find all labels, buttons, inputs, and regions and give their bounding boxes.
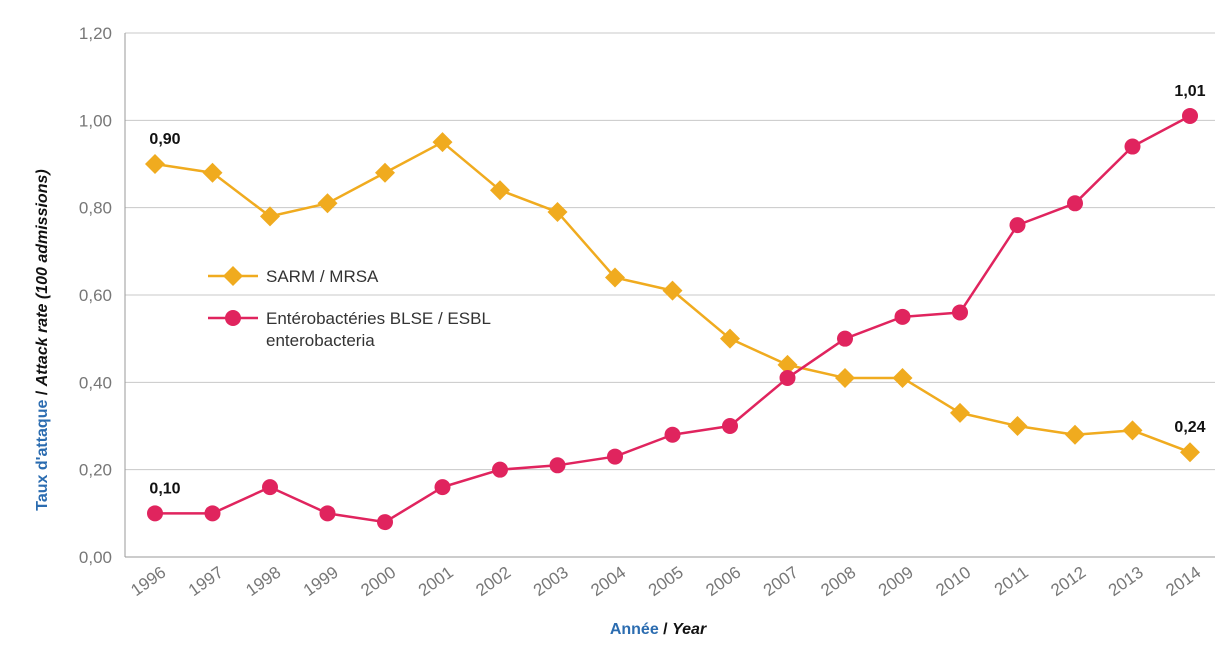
data-point-diamond (547, 202, 568, 223)
x-axis-ticks: 1996 1997 1998 1999 2000 2001 2002 2003 2004 2005… (127, 563, 1204, 600)
legend-marker-esbl (225, 310, 241, 326)
data-point-circle (722, 418, 738, 434)
data-point-diamond (260, 206, 280, 227)
data-point-circle (434, 479, 451, 496)
y-tick-label: 1,00 (79, 111, 112, 130)
data-labels: 0,90 0,24 0,10 1,01 (149, 83, 1205, 497)
x-tick-label: 2009 (875, 563, 917, 600)
x-tick-label: 2014 (1162, 563, 1204, 600)
legend-marker-mrsa (223, 266, 243, 286)
series-markers (145, 107, 1200, 531)
data-point-diamond (1065, 424, 1085, 445)
data-point-diamond (835, 367, 855, 388)
y-tick-label: 1,20 (79, 24, 112, 43)
x-tick-label: 2008 (817, 563, 859, 600)
data-point-circle (549, 457, 566, 474)
data-point-diamond (720, 328, 740, 349)
y-tick-label: 0,20 (79, 461, 112, 480)
y-tick-label: 0,00 (79, 548, 112, 567)
legend-label-esbl-line2: enterobacteria (266, 331, 375, 350)
x-tick-label: 2004 (587, 563, 629, 600)
data-point-circle (894, 308, 911, 325)
data-point-circle (952, 304, 968, 321)
y-tick-label: 0,80 (79, 199, 112, 218)
data-label: 0,10 (149, 480, 180, 497)
data-point-circle (1009, 217, 1026, 234)
data-point-circle (1124, 138, 1141, 155)
x-tick-label: 2003 (530, 563, 572, 600)
y-axis-ticks: 0,00 0,20 0,40 0,60 0,80 1,00 1,20 (79, 24, 112, 567)
data-point-diamond (892, 367, 913, 388)
data-point-diamond (375, 162, 395, 183)
data-point-diamond (202, 162, 223, 183)
data-point-circle (147, 505, 163, 522)
x-axis-title-en: Year (672, 621, 707, 638)
x-tick-label: 2000 (357, 563, 399, 600)
data-point-circle (492, 461, 508, 478)
data-point-diamond (432, 132, 453, 153)
x-tick-label: 2006 (702, 563, 744, 600)
data-point-diamond (1122, 420, 1143, 441)
data-label: 0,90 (149, 131, 180, 148)
x-tick-label: 2010 (932, 563, 974, 600)
data-point-circle (607, 448, 623, 465)
data-point-circle (377, 514, 393, 531)
data-point-diamond (605, 267, 625, 288)
legend-label-mrsa: SARM / MRSA (266, 267, 379, 286)
data-point-diamond (145, 154, 165, 174)
data-point-circle (262, 479, 278, 496)
x-axis-title: Année / Year (610, 621, 707, 638)
data-label: 0,24 (1174, 419, 1205, 436)
x-tick-label: 2002 (472, 563, 514, 600)
data-point-diamond (490, 180, 510, 201)
x-tick-label: 2005 (645, 563, 687, 600)
data-point-diamond (950, 402, 970, 423)
y-axis-title-en: Attack rate (100 admissions) (34, 169, 51, 387)
data-point-diamond (777, 354, 798, 375)
x-axis-title-sep: / (659, 621, 672, 638)
data-point-circle (204, 505, 221, 522)
y-axis-title: Taux d'attaque / Attack rate (100 admiss… (34, 169, 51, 510)
data-label: 1,01 (1174, 83, 1205, 100)
x-axis-title-fr: Année (610, 621, 659, 638)
data-point-circle (837, 330, 853, 347)
legend: SARM / MRSA Entérobactéries BLSE / ESBL en… (208, 266, 491, 350)
data-point-circle (1182, 107, 1198, 124)
x-tick-label: 1999 (300, 563, 342, 600)
x-tick-label: 2007 (760, 563, 802, 600)
data-point-diamond (317, 193, 338, 214)
x-tick-label: 1996 (127, 563, 169, 600)
x-tick-label: 1997 (185, 563, 227, 600)
x-tick-label: 2013 (1105, 563, 1147, 600)
x-tick-label: 2011 (991, 563, 1032, 600)
x-tick-label: 2012 (1047, 563, 1089, 600)
y-tick-label: 0,40 (79, 373, 112, 392)
x-tick-label: 1998 (242, 563, 284, 600)
x-tick-label: 2001 (415, 563, 457, 600)
legend-label-esbl: Entérobactéries BLSE / ESBL (266, 309, 491, 328)
data-point-diamond (662, 280, 683, 301)
data-point-circle (664, 426, 681, 443)
y-tick-label: 0,60 (79, 286, 112, 305)
data-point-circle (779, 369, 796, 386)
data-point-diamond (1180, 442, 1200, 463)
y-axis-title-sep: / (34, 386, 51, 399)
data-point-diamond (1007, 416, 1028, 436)
y-axis-title-fr: Taux d'attaque (34, 400, 51, 511)
data-point-circle (319, 505, 336, 522)
data-point-circle (1067, 195, 1083, 212)
